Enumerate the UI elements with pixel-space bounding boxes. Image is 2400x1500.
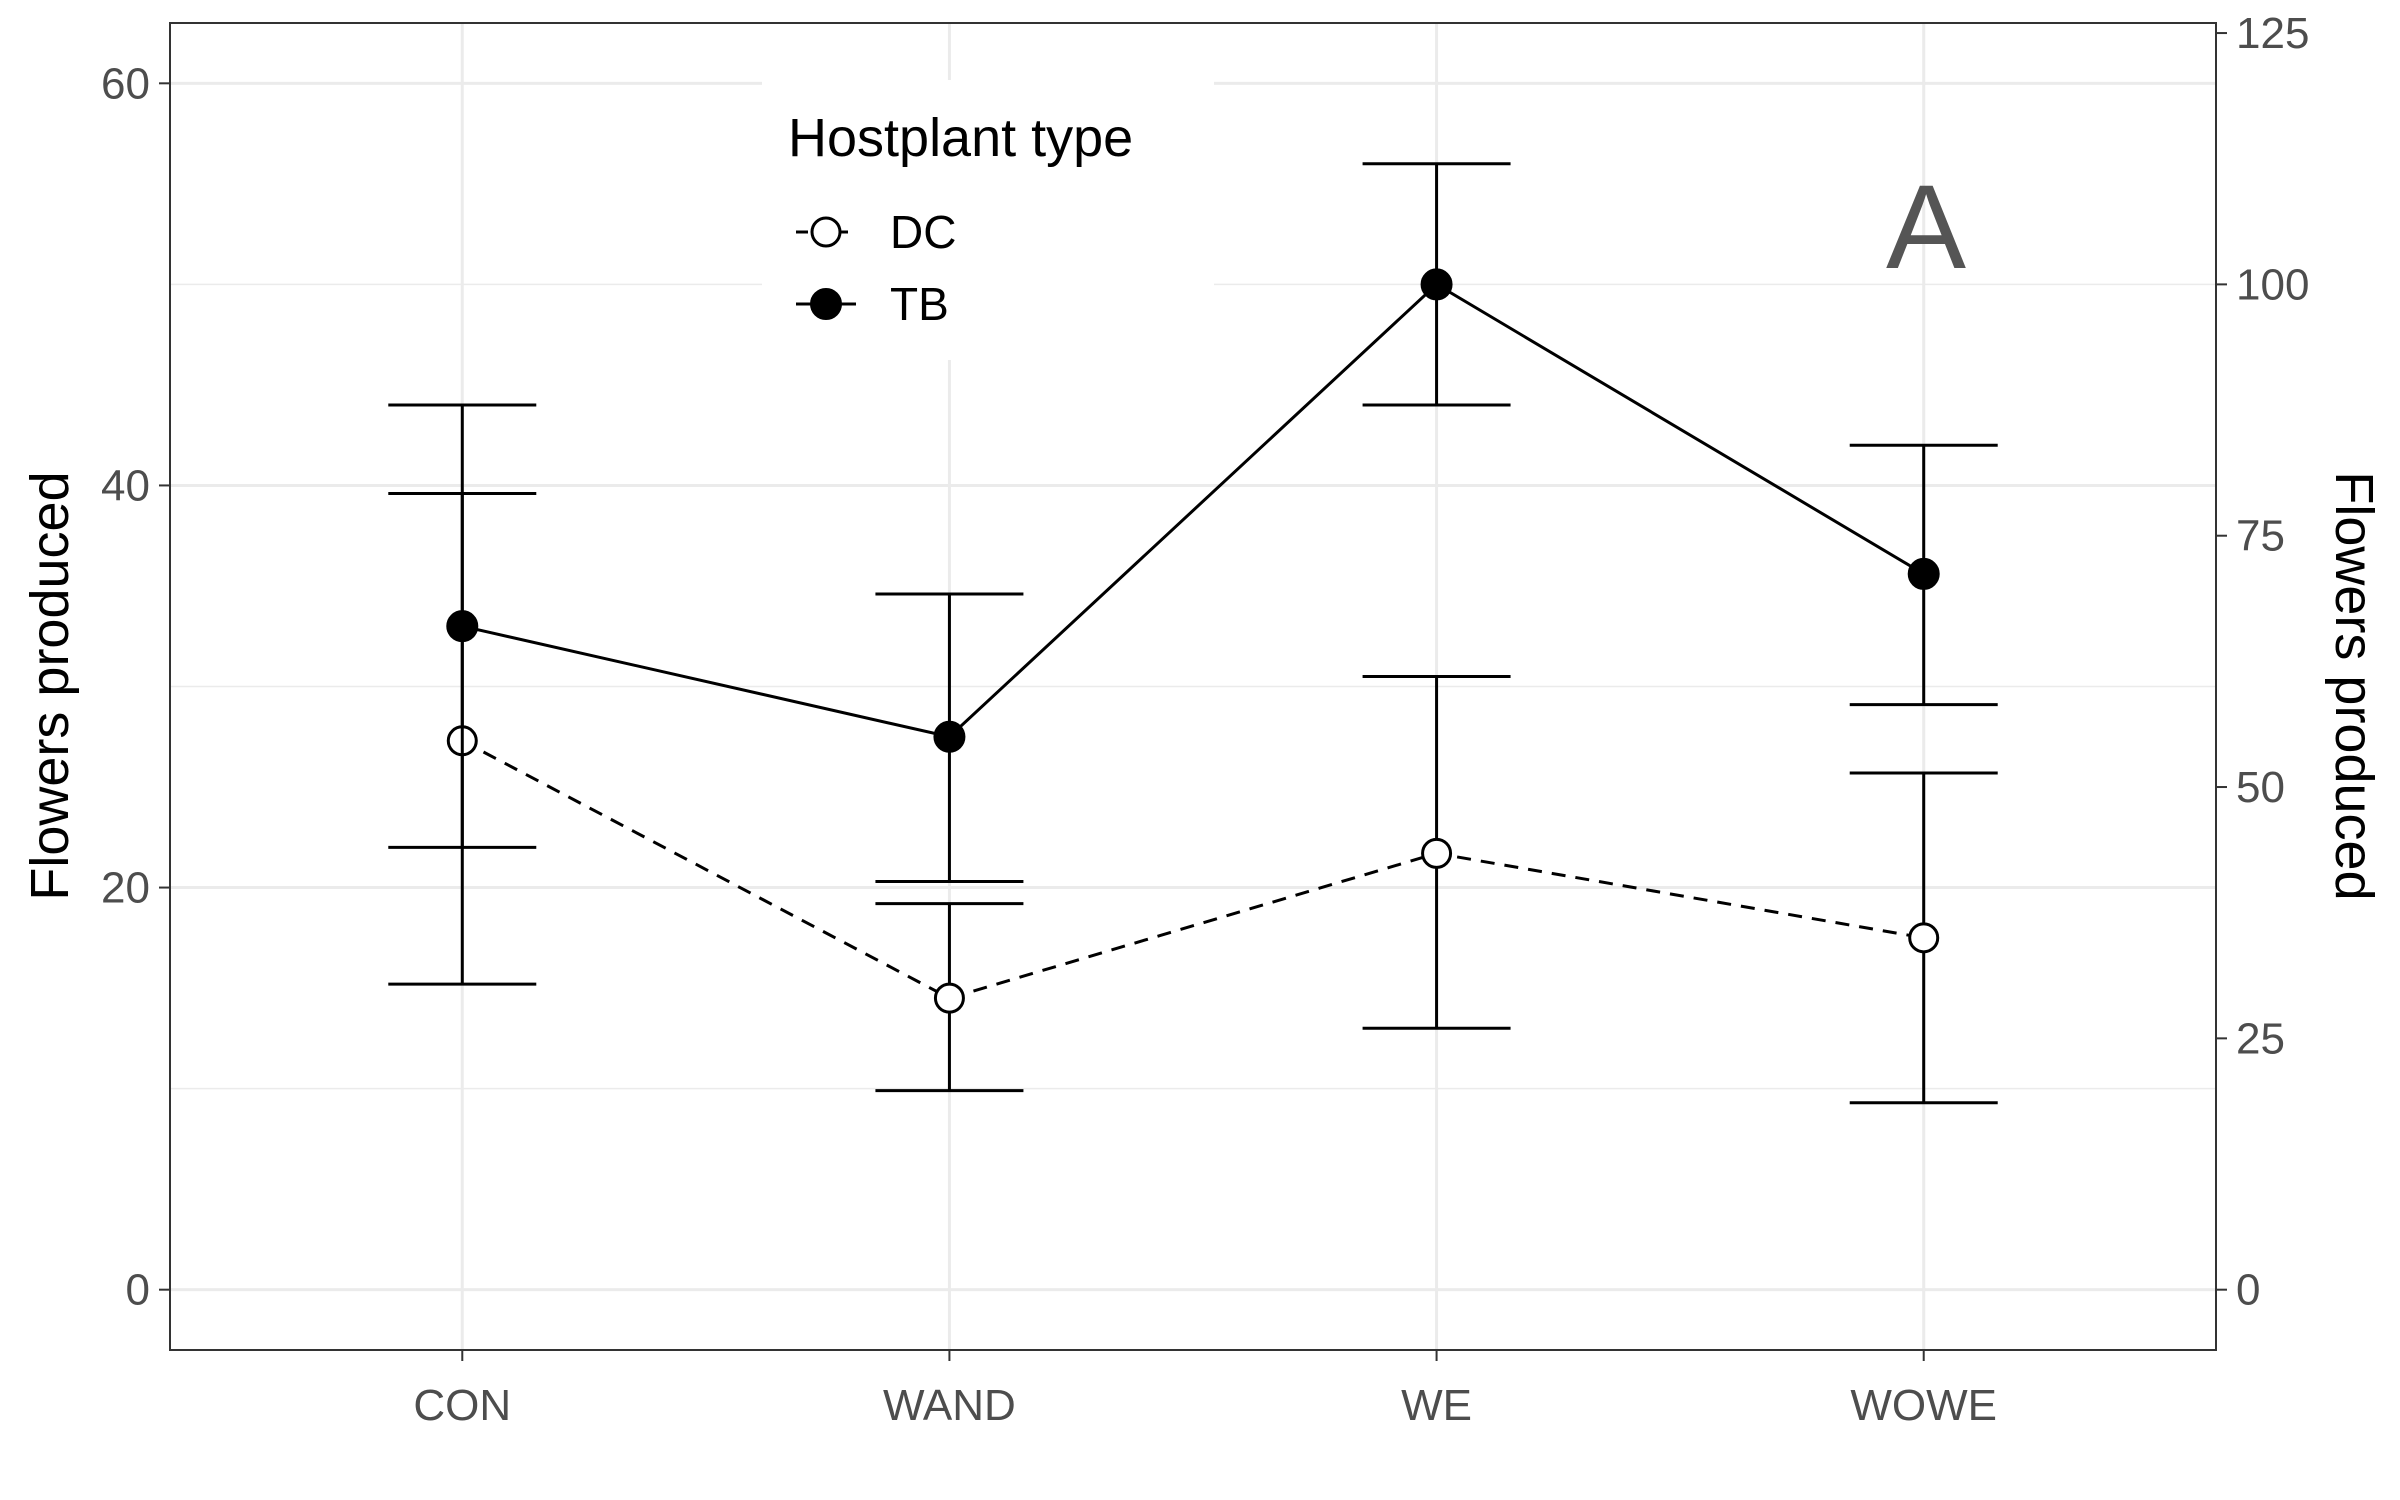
- series-line-tb: [461, 282, 1925, 739]
- axes: 0 20 40 60 0 25 50 75 100 125 CON WAND WE WOWE: [101, 9, 2309, 1430]
- data-point-dc: [1908, 922, 1940, 954]
- y-tick-label-right: 75: [2236, 512, 2285, 561]
- legend-tb-marker: [810, 288, 842, 320]
- data-point-tb: [446, 610, 479, 643]
- x-tick-label: WAND: [883, 1381, 1016, 1430]
- series-line-dc: [461, 739, 1924, 1000]
- x-tick-label: CON: [413, 1381, 511, 1430]
- legend: Hostplant type DC TB: [762, 80, 1214, 360]
- y-tick-label-left: 0: [126, 1266, 150, 1315]
- panel-label: A: [1886, 160, 1966, 294]
- y-tick-label-right: 50: [2236, 763, 2285, 812]
- y-tick-label-right: 25: [2236, 1014, 2285, 1063]
- y-tick-label-right: 100: [2236, 260, 2309, 309]
- data-point-tb: [1907, 557, 1940, 590]
- series-dc: [388, 491, 1998, 1105]
- x-tick-label: WOWE: [1850, 1381, 1997, 1430]
- data-point-dc: [1421, 837, 1453, 869]
- y-tick-label-left: 40: [101, 461, 150, 510]
- legend-label-dc: DC: [890, 206, 956, 258]
- y-axis-title-left: Flowers produced: [20, 471, 80, 900]
- y-axis-title-right: Flowers produced: [2324, 471, 2384, 900]
- series-tb: [388, 162, 1998, 884]
- data-point-tb: [933, 720, 966, 753]
- legend-dc-marker: [810, 216, 842, 248]
- y-tick-label-right: 0: [2236, 1266, 2260, 1315]
- y-tick-label-right: 125: [2236, 9, 2309, 58]
- data-point-tb: [1420, 268, 1453, 301]
- plot-panel-border: [169, 22, 2217, 1351]
- series-layer: [388, 162, 1998, 1105]
- legend-label-tb: TB: [890, 278, 949, 330]
- legend-title: Hostplant type: [788, 108, 1133, 168]
- y-tick-label-left: 20: [101, 864, 150, 913]
- x-tick-label: WE: [1401, 1381, 1472, 1430]
- data-point-dc: [933, 982, 965, 1014]
- y-tick-label-left: 60: [101, 59, 150, 108]
